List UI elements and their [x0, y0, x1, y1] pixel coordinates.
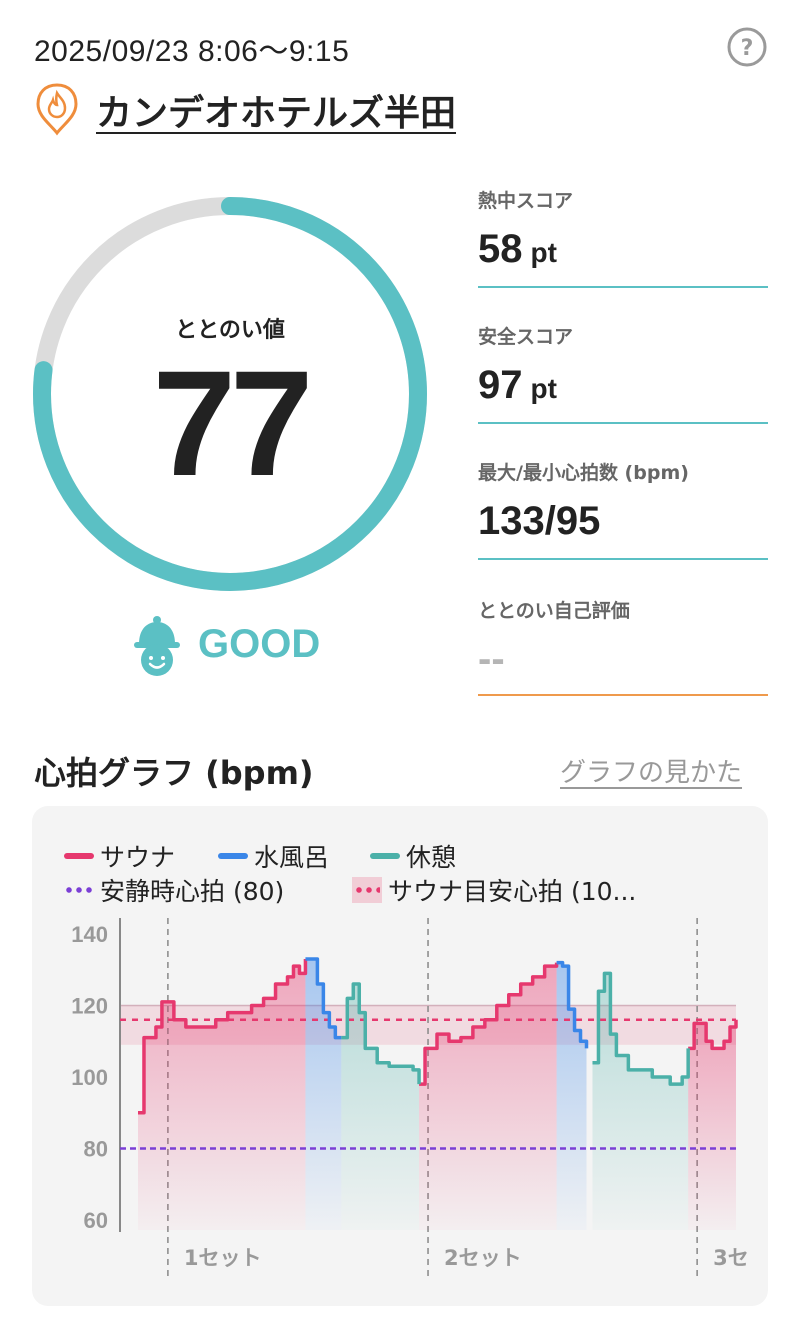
divider — [478, 422, 768, 424]
legend-cold-bath: 水風呂 — [218, 838, 329, 874]
legend-swatch — [218, 853, 248, 859]
stat-label: ととのい自己評価 — [478, 600, 630, 622]
heart-rate-range: 最大/最小心拍数 (bpm) 133/95 — [478, 458, 768, 560]
divider — [478, 558, 768, 560]
legend-label: 水風呂 — [254, 843, 330, 872]
graph-title: 心拍グラフ (bpm) — [34, 754, 314, 792]
gauge-progress — [33, 197, 427, 591]
svg-text:?: ? — [741, 36, 754, 61]
legend-label: サウナ — [100, 843, 176, 872]
graph-help-link[interactable]: グラフの見かた — [560, 758, 743, 788]
stat-unit: pt — [530, 373, 557, 404]
stat-value: -- — [478, 637, 505, 681]
stat-unit: pt — [530, 237, 557, 268]
legend-sauna-target: サウナ目安心拍 (10... — [352, 872, 636, 908]
legend-label: 安静時心拍 (80) — [100, 877, 285, 906]
safety-score: 安全スコア 97 pt — [478, 322, 768, 424]
stat-label: 最大/最小心拍数 (bpm) — [478, 462, 689, 484]
score-label: ととのい値 — [175, 318, 285, 343]
legend-swatch — [64, 853, 94, 859]
smiling-face-sauna-hat-icon — [134, 616, 180, 676]
divider — [478, 286, 768, 288]
legend-label: サウナ目安心拍 (10... — [388, 877, 637, 906]
score-value: 77 — [152, 339, 314, 507]
stat-label: 安全スコア — [478, 326, 574, 348]
score-gauge — [33, 197, 427, 591]
session-datetime: 2025/09/23 8:06〜9:15 — [34, 35, 350, 68]
legend-label: 休憩 — [406, 843, 457, 872]
facility-name-link[interactable]: カンデオホテルズ半田 — [96, 93, 457, 134]
divider — [478, 694, 768, 696]
question-circle-icon[interactable]: ? — [726, 26, 768, 68]
legend-rest: 休憩 — [370, 838, 456, 874]
legend-sauna: サウナ — [64, 838, 175, 874]
flame-pin-icon — [36, 83, 78, 136]
stat-value: 97 — [478, 363, 523, 407]
rating-label: GOOD — [198, 622, 321, 666]
legend-swatch — [370, 853, 400, 859]
stat-label: 熱中スコア — [478, 190, 574, 212]
self-evaluation[interactable]: ととのい自己評価 -- — [478, 596, 768, 696]
legend-swatch — [64, 887, 94, 893]
stat-value: 58 — [478, 227, 523, 271]
stat-value: 133/95 — [478, 499, 601, 543]
legend-swatch — [352, 877, 382, 903]
legend-resting-hr: 安静時心拍 (80) — [64, 872, 284, 908]
heat-score: 熱中スコア 58 pt — [478, 186, 768, 288]
